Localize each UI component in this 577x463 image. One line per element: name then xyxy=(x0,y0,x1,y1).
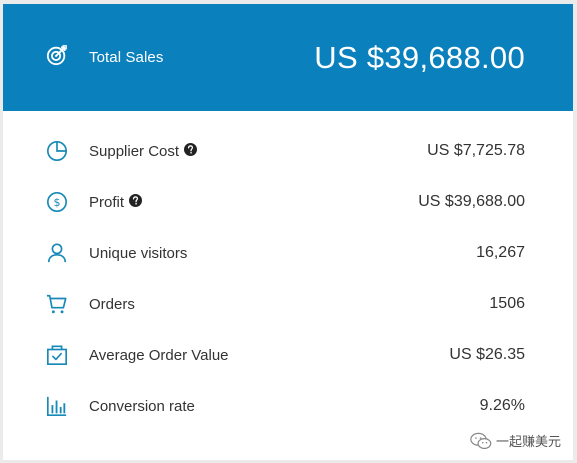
metric-label: Supplier Cost xyxy=(89,143,198,160)
metric-label: Conversion rate xyxy=(89,398,195,415)
metric-label: Profit xyxy=(89,194,143,211)
watermark-text: 一起赚美元 xyxy=(495,434,561,449)
watermark: 一起赚美元 xyxy=(470,431,561,450)
total-sales-value: US $39,688.00 xyxy=(314,40,525,75)
help-icon[interactable] xyxy=(129,194,143,207)
orders-label: Orders xyxy=(89,296,135,313)
unique-visitors-label: Unique visitors xyxy=(89,245,188,262)
metric-label: Orders xyxy=(89,296,135,313)
sales-summary-card: Total Sales US $39,688.00 Supplier Cost … xyxy=(3,4,573,460)
wechat-icon xyxy=(470,432,492,449)
conversion-rate-value: 9.26% xyxy=(479,397,525,414)
conversion-rate-label: Conversion rate xyxy=(89,398,195,415)
metric-row-orders: Orders 1506 xyxy=(3,279,573,330)
metric-row-supplier-cost: Supplier Cost US $7,725.78 xyxy=(3,126,573,177)
metric-row-conversion-rate: Conversion rate 9.26% xyxy=(3,381,573,432)
metric-label: Unique visitors xyxy=(89,245,187,262)
svg-text:$: $ xyxy=(54,196,61,209)
average-order-value-value: US $26.35 xyxy=(449,346,525,363)
metric-row-average-order-value: Average Order Value US $26.35 xyxy=(3,330,573,381)
profit-value: US $39,688.00 xyxy=(418,193,525,210)
metric-row-profit: $ Profit US $39,688.00 xyxy=(3,177,573,228)
total-sales-header: Total Sales US $39,688.00 xyxy=(3,4,573,111)
user-icon xyxy=(47,243,67,263)
average-order-value-label: Average Order Value xyxy=(89,347,229,364)
cart-icon xyxy=(46,294,67,314)
total-sales-label: Total Sales xyxy=(89,49,164,66)
metric-row-unique-visitors: Unique visitors 16,267 xyxy=(3,228,573,279)
metric-label: Average Order Value xyxy=(89,347,229,364)
supplier-cost-value: US $7,725.78 xyxy=(427,142,525,159)
metrics-list: Supplier Cost US $7,725.78 $ Profit xyxy=(3,126,573,432)
target-icon xyxy=(46,45,67,66)
dollar-circle-icon: $ xyxy=(47,192,67,212)
help-icon[interactable] xyxy=(184,143,198,156)
unique-visitors-value: 16,267 xyxy=(476,244,525,261)
pie-chart-icon xyxy=(47,141,67,161)
supplier-cost-label: Supplier Cost xyxy=(89,143,180,160)
bar-chart-icon xyxy=(47,396,67,416)
shopping-bag-check-icon xyxy=(47,345,67,365)
orders-value: 1506 xyxy=(489,295,525,312)
profit-label: Profit xyxy=(89,194,125,211)
